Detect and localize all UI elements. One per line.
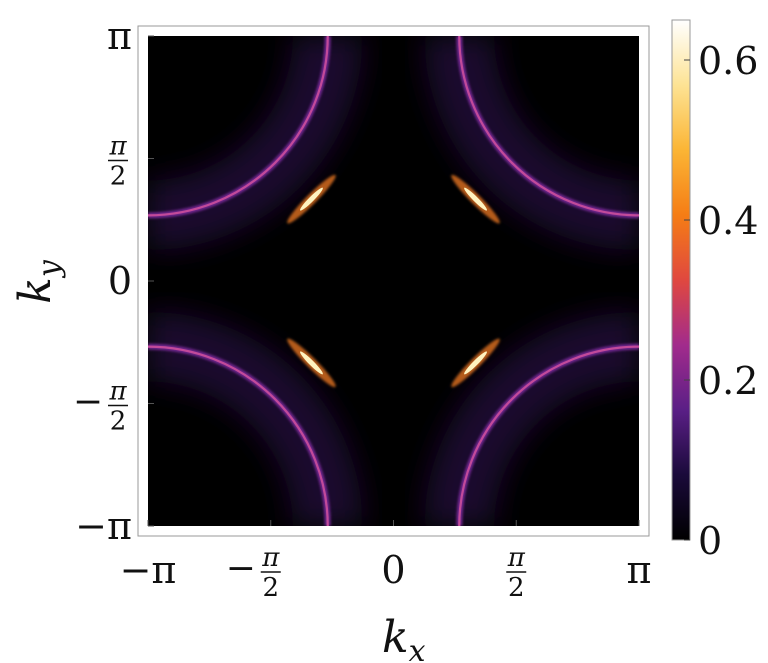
arc-feature-bottom-left: [148, 311, 363, 526]
colorbar-ticks: 0 0.2 0.4 0.6: [684, 39, 758, 563]
x-axis-ticks: −π − π2 0 π2 π: [120, 520, 652, 603]
svg-text:0: 0: [108, 259, 132, 303]
x-tick-label-4: π: [627, 548, 652, 592]
arc-line: [458, 345, 639, 526]
hotspot-0: [451, 174, 500, 224]
arc-feature-top-left: [148, 36, 363, 251]
plot-area: [148, 36, 639, 526]
svg-text:2: 2: [110, 162, 127, 192]
colorbar: [671, 19, 691, 541]
colorbar-tick-label-0: 0: [698, 519, 722, 563]
svg-text:−: −: [226, 548, 256, 589]
colorbar-tick-label-1: 0.2: [698, 359, 758, 403]
y-tick-label-3: − π2: [73, 377, 128, 437]
svg-text:π: π: [507, 543, 526, 573]
x-tick-label-3: π2: [506, 543, 527, 603]
arc-feature-top-right: [424, 36, 639, 251]
heatmap-layer: [148, 36, 639, 526]
svg-text:0: 0: [381, 548, 405, 592]
y-axis-label-sub: y: [32, 259, 67, 279]
colorbar-tick-label-2: 0.4: [698, 199, 758, 243]
svg-text:−: −: [73, 382, 103, 423]
svg-text:π: π: [627, 548, 652, 592]
arc-line: [458, 36, 639, 217]
svg-text:−π: −π: [75, 504, 132, 548]
svg-text:2: 2: [262, 573, 279, 603]
plot-frame: [137, 25, 650, 537]
svg-text:π: π: [107, 14, 132, 58]
y-tick-label-1: π2: [108, 132, 128, 192]
y-tick-label-2: 0: [108, 259, 132, 303]
hotspot-1: [287, 174, 336, 224]
hotspot-2: [287, 338, 336, 388]
x-axis-label: kx: [382, 612, 426, 663]
svg-text:π: π: [108, 377, 127, 407]
arc-line: [148, 345, 329, 526]
svg-text:2: 2: [110, 407, 127, 437]
arc-line: [148, 36, 329, 217]
hotspot-3: [451, 338, 500, 388]
colorbar-tick-label-3: 0.6: [698, 39, 758, 83]
svg-text:2: 2: [508, 573, 525, 603]
x-axis-label-main: k: [382, 612, 409, 663]
svg-text:π: π: [261, 543, 280, 573]
y-tick-label-0: π: [107, 14, 132, 58]
y-tick-label-4: −π: [75, 504, 132, 548]
svg-text:−π: −π: [120, 548, 177, 592]
x-tick-label-1: − π2: [226, 543, 281, 603]
arc-feature-bottom-right: [424, 311, 639, 526]
x-axis-label-sub: x: [409, 634, 426, 663]
y-axis-label: ky: [10, 259, 67, 304]
svg-text:π: π: [108, 132, 127, 162]
y-axis-label-main: k: [10, 277, 61, 304]
x-tick-label-2: 0: [381, 548, 405, 592]
x-tick-label-0: −π: [120, 548, 177, 592]
